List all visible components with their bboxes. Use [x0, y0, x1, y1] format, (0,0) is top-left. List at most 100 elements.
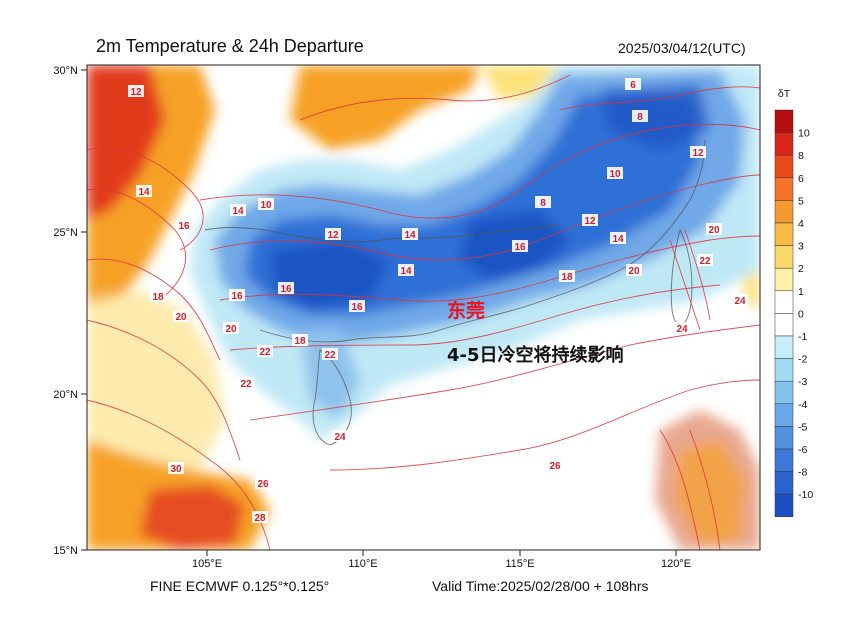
colorbar-level-label: -4 [798, 399, 807, 411]
colorbar-swatch [774, 200, 794, 224]
contour-label: 14 [232, 206, 244, 217]
colorbar-level-label: 6 [798, 173, 804, 185]
isotherm-contours [87, 74, 760, 550]
model-info: FINE ECMWF 0.125°*0.125° [150, 578, 330, 594]
lon-label-110e: 110°E [348, 558, 377, 570]
map-title: 2m Temperature & 24h Departure [96, 36, 364, 56]
contour-label-bg [674, 322, 690, 334]
contour-label-bg [252, 511, 268, 523]
contour-label-bg [582, 214, 598, 226]
colorbar-swatch [774, 313, 794, 337]
contour-label: 14 [612, 234, 624, 245]
colorbar-swatch [774, 245, 794, 269]
contour-label: 10 [260, 200, 272, 211]
colorbar-swatch [774, 154, 794, 179]
contour-label: 10 [609, 169, 621, 180]
colorbar-level-label: 2 [798, 263, 804, 275]
contour-label-bg [223, 322, 239, 334]
colorbar-swatch [774, 222, 794, 246]
temperature-departure-shading [87, 65, 760, 550]
contour-label: 28 [254, 513, 266, 524]
lon-label-115e: 115°E [505, 558, 534, 570]
contour-label: 30 [170, 464, 182, 475]
contour-label-bg [697, 254, 713, 266]
contour-label-bg [238, 377, 254, 389]
contour-label-bg [402, 228, 418, 240]
colorbar-level-label: 1 [798, 286, 804, 298]
colorbar-swatch [774, 380, 794, 405]
contour-label-bg [278, 282, 294, 294]
contour-label: 12 [327, 230, 339, 241]
contour-label-bg [258, 198, 274, 210]
colorbar-swatch [774, 109, 794, 133]
map-frame [86, 64, 761, 551]
map-field [87, 65, 760, 550]
contour-label-bg [292, 334, 308, 346]
lon-label-105e: 105°E [192, 558, 222, 570]
contour-label: 14 [400, 266, 412, 277]
contour-label: 8 [637, 112, 643, 123]
contour-label: 16 [351, 302, 363, 313]
contour-label: 12 [130, 87, 142, 98]
colorbar-swatch [774, 448, 794, 472]
colorbar-swatch [774, 132, 794, 156]
contour-label: 18 [152, 292, 164, 303]
contour-label: 20 [708, 225, 720, 236]
colorbar-level-label: -6 [798, 444, 807, 456]
lat-label-25n: 25°N [53, 227, 78, 239]
map-date: 2025/03/04/12(UTC) [618, 40, 746, 56]
colorbar-level-label: -8 [798, 467, 807, 479]
contour-label: 18 [561, 272, 573, 283]
contour-label: 22 [259, 347, 271, 358]
contour-label: 22 [699, 256, 711, 267]
contour-label-bg [257, 345, 273, 357]
colorbar-swatch [774, 267, 794, 292]
colorbar-level-label: 10 [798, 128, 810, 140]
contour-label: 16 [178, 221, 190, 232]
lat-label-20n: 20°N [53, 389, 78, 401]
contour-label: 22 [324, 350, 336, 361]
colorbar-swatch [774, 403, 794, 427]
colorbar-level-label: -5 [798, 421, 807, 433]
contour-label: 12 [584, 216, 596, 227]
colorbar-level-label: 0 [798, 308, 804, 320]
contour-label: 16 [514, 242, 526, 253]
contour-label-bg [535, 196, 551, 208]
colorbar-level-label: 5 [798, 195, 804, 207]
contour-label-bg [230, 204, 246, 216]
contour-label-bg [325, 228, 341, 240]
contour-label-bg [547, 459, 563, 471]
contour-label-bg [706, 223, 722, 235]
colorbar-swatch [774, 358, 794, 382]
colorbar-level-label: 3 [798, 241, 804, 253]
colorbar-swatch [774, 177, 794, 201]
contour-label: 14 [404, 230, 416, 241]
contour-label-bg [626, 264, 642, 276]
contour-label: 22 [240, 379, 252, 390]
lat-label-15n: 15°N [53, 545, 78, 557]
contour-label-bg [150, 290, 166, 302]
contour-label-bg [349, 300, 365, 312]
contour-label-bg [255, 477, 271, 489]
contour-label: 20 [175, 312, 187, 323]
contour-label: 8 [540, 198, 546, 209]
city-label-dongguan: 东莞 [447, 299, 485, 322]
contour-label-bg [176, 219, 192, 231]
lat-label-30n: 30°N [53, 65, 78, 77]
contour-label-bg [136, 185, 152, 197]
colorbar-level-label: 8 [798, 150, 804, 162]
contour-label: 24 [676, 324, 688, 335]
contour-labels: 6 8 8 10 10 12 12 12 14 14 14 16 16 16 16 18 18 20 20 20 22 2… [128, 78, 748, 524]
contour-label-bg [332, 430, 348, 442]
colorbar-swatch [774, 493, 794, 518]
contour-label: 14 [138, 187, 150, 198]
colorbar-swatch [774, 290, 794, 314]
colorbar-title: δT [778, 88, 791, 100]
contour-label-bg [512, 240, 528, 252]
contour-label-bg [398, 264, 414, 276]
valid-time: Valid Time:2025/02/28/00 + 108hrs [432, 578, 649, 594]
axis-ticks [81, 69, 677, 556]
contour-label-bg [559, 270, 575, 282]
